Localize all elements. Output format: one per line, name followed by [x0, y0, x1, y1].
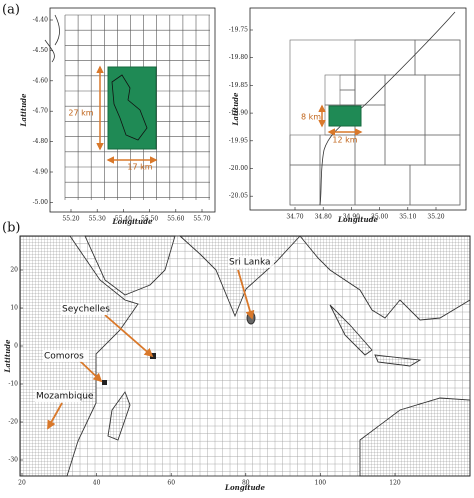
x-tick-label: 20	[18, 480, 26, 487]
x-tick-label: 80	[242, 480, 250, 487]
label-bg	[43, 350, 89, 362]
study-area	[328, 105, 362, 127]
grid-cell	[354, 39, 416, 76]
grid-cell	[414, 39, 461, 76]
label-bg	[228, 256, 274, 268]
grid-cell	[384, 74, 426, 136]
y-tick-label: -4.80	[33, 138, 49, 145]
y-tick-label: -4.50	[33, 47, 49, 54]
y-tick-label: -4.70	[33, 108, 49, 115]
y-tick-label: -10	[8, 381, 18, 388]
arrow	[79, 360, 103, 383]
frame	[19, 235, 471, 477]
place-label: Seychelles	[62, 305, 110, 315]
grid-cell	[339, 74, 356, 91]
height-label: 27 km	[68, 109, 93, 118]
x-tick-label: 120	[389, 480, 401, 487]
place-label: Mozambique	[36, 392, 94, 402]
island	[111, 74, 148, 141]
x-axis-title: Longitude	[337, 215, 378, 224]
y-axis-title: Latitude	[231, 92, 240, 127]
panel-label: (a)	[2, 3, 20, 18]
y-tick-label: -19.95	[229, 137, 248, 144]
grid-cell	[289, 39, 461, 206]
land-mesh	[329, 304, 373, 356]
x-tick-label: 40	[93, 480, 101, 487]
grid-cell	[384, 134, 426, 166]
arrow	[104, 314, 154, 358]
y-tick-label: -4.90	[33, 169, 49, 176]
panel-label: (b)	[2, 221, 20, 236]
y-tick-label: -19.90	[229, 110, 248, 117]
x-tick-label: 55.30	[89, 216, 106, 223]
place-label: Sri Lanka	[229, 258, 271, 268]
grid-cell	[354, 134, 386, 166]
x-tick-label: 55.40	[115, 216, 132, 223]
x-tick-label: 55.70	[193, 216, 210, 223]
y-tick-label: -20	[8, 419, 18, 426]
y-tick-label: -20.00	[229, 165, 248, 172]
comoros-mesh	[102, 380, 107, 385]
label-bg	[61, 303, 107, 315]
grid-cell	[354, 164, 411, 206]
y-tick-label: -19.80	[229, 54, 248, 61]
y-tick-label: -30	[8, 457, 18, 464]
y-tick-label: 0	[14, 343, 18, 350]
panel-a-left: 27 km 17 km -4.40 -4.50 -4.60 -4.70 -4.80 -4.90…	[19, 7, 216, 226]
x-tick-label: 34.80	[315, 214, 332, 221]
width-label: 12 km	[332, 136, 357, 145]
y-tick-label: 10	[10, 305, 18, 312]
y-tick-label: 20	[10, 267, 18, 274]
y-axis-title: Latitude	[3, 339, 12, 374]
x-tick-label: 34.70	[286, 214, 303, 221]
x-tick-label: 35.00	[371, 214, 388, 221]
grid-cell	[319, 164, 356, 206]
x-tick-label: 55.20	[62, 216, 79, 223]
place-label: Comoros	[44, 352, 84, 362]
land-mesh	[374, 354, 422, 367]
y-tick-label: -20.05	[229, 193, 248, 200]
panel-a-right: 8 km 12 km -19.75 -19.80 -19.85 -19.90 -19.95 -…	[229, 7, 467, 224]
x-tick-label: 35.10	[399, 214, 416, 221]
x-tick-label: 100	[315, 480, 327, 487]
grid-cell	[289, 164, 321, 206]
width-label: 17 km	[127, 163, 152, 172]
land-mesh	[359, 397, 471, 477]
grid-cell	[339, 89, 356, 106]
land-mesh	[107, 391, 131, 441]
y-tick-label: -4.60	[33, 77, 49, 84]
x-tick-label: 60	[167, 480, 175, 487]
x-tick-label: 35.20	[427, 214, 444, 221]
frame	[249, 7, 467, 211]
arrow	[237, 269, 255, 320]
frame	[49, 7, 216, 213]
x-tick-label: 55.60	[167, 216, 184, 223]
height-label: 8 km	[301, 113, 321, 122]
x-axis-title: Longitude	[224, 483, 265, 492]
land-mesh	[299, 235, 471, 321]
x-tick-label: 55.50	[141, 216, 158, 223]
grid-cell	[409, 164, 461, 206]
y-tick-label: -5.00	[33, 199, 49, 206]
x-tick-label: 34.90	[343, 214, 360, 221]
label-bg	[35, 390, 81, 402]
grid-cell	[289, 134, 321, 166]
grid-cell	[424, 134, 461, 166]
y-tick-label: -4.40	[33, 17, 49, 24]
x-axis-title: Longitude	[112, 217, 153, 226]
grid-cell	[424, 74, 461, 136]
coastline	[44, 14, 60, 63]
y-tick-label: -19.85	[229, 82, 248, 89]
y-axis-title: Latitude	[19, 93, 28, 128]
y-tick-label: -19.75	[229, 27, 248, 34]
arrow	[47, 402, 63, 430]
